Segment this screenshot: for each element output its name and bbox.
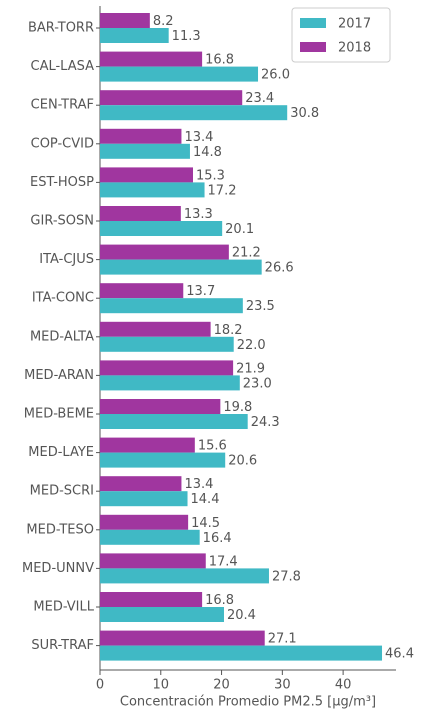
x-tick-label: 40 <box>335 678 352 693</box>
value-label: 13.7 <box>186 284 215 299</box>
value-label: 14.5 <box>191 516 220 531</box>
bar <box>100 244 229 260</box>
value-label: 21.2 <box>232 246 261 261</box>
bar <box>100 630 265 646</box>
value-label: 27.1 <box>268 632 297 647</box>
y-tick-label: MED-SCRI <box>30 484 94 499</box>
bar <box>100 399 221 414</box>
value-label: 14.8 <box>193 145 222 160</box>
bar <box>100 568 269 584</box>
value-label: 18.2 <box>214 323 243 338</box>
y-tick-label: MED-ARAN <box>24 368 94 383</box>
value-label: 17.4 <box>209 554 238 569</box>
value-label: 24.3 <box>251 415 280 430</box>
value-label: 13.4 <box>184 477 213 492</box>
bar <box>100 491 188 507</box>
legend-label: 2018 <box>338 41 371 56</box>
bar <box>100 592 203 607</box>
y-tick-label: ITA-CONC <box>32 291 94 306</box>
bar <box>100 645 383 661</box>
bar <box>100 321 211 337</box>
value-label: 23.4 <box>245 91 274 106</box>
value-label: 16.8 <box>205 53 234 68</box>
y-tick-label: MED-BEME <box>24 407 94 422</box>
bar <box>100 437 195 453</box>
y-tick-label: SUR-TRAF <box>31 638 94 653</box>
value-label: 20.4 <box>227 608 256 623</box>
value-label: 26.0 <box>261 68 290 83</box>
value-label: 23.5 <box>246 299 275 314</box>
bar <box>100 182 205 198</box>
value-label: 46.4 <box>385 647 414 662</box>
value-label: 13.4 <box>184 130 213 145</box>
x-axis-label: Concentración Promedio PM2.5 [μg/m³] <box>120 695 376 710</box>
bar <box>100 529 200 545</box>
bar <box>100 167 193 183</box>
value-label: 20.6 <box>228 454 257 469</box>
x-tick-label: 10 <box>153 678 170 693</box>
bar <box>100 51 203 67</box>
bar <box>100 375 240 391</box>
value-label: 21.9 <box>236 361 265 376</box>
value-label: 16.8 <box>205 593 234 608</box>
bar <box>100 143 190 159</box>
y-tick-label: CAL-LASA <box>31 59 95 74</box>
bar <box>100 452 226 468</box>
x-tick-label: 0 <box>96 678 104 693</box>
y-tick-label: MED-TESO <box>26 522 94 537</box>
value-label: 27.8 <box>272 569 301 584</box>
y-tick-label: ITA-CJUS <box>39 252 94 267</box>
bar <box>100 414 248 429</box>
value-label: 15.6 <box>198 439 227 454</box>
value-label: 30.8 <box>290 106 319 121</box>
value-label: 23.0 <box>243 376 272 391</box>
y-tick-label: CEN-TRAF <box>31 98 94 113</box>
bar <box>100 514 189 530</box>
legend-label: 2017 <box>338 17 371 32</box>
value-label: 11.3 <box>172 29 201 44</box>
value-label: 17.2 <box>208 183 237 198</box>
bar <box>100 283 184 299</box>
y-tick-label: MED-UNNV <box>22 561 94 576</box>
y-tick-label: MED-VILL <box>33 600 94 615</box>
value-label: 22.0 <box>237 338 266 353</box>
y-tick-label: MED-LAYE <box>28 445 94 460</box>
y-tick-label: BAR-TORR <box>28 21 94 36</box>
bar <box>100 13 150 28</box>
bar <box>100 476 182 492</box>
bar <box>100 128 182 144</box>
x-tick-label: 20 <box>213 678 230 693</box>
bar <box>100 607 224 622</box>
bar <box>100 553 206 569</box>
legend-swatch <box>300 42 326 52</box>
y-tick-label: MED-ALTA <box>30 329 94 344</box>
bar <box>100 360 234 376</box>
value-label: 8.2 <box>153 14 174 29</box>
value-label: 26.6 <box>265 261 294 276</box>
bar <box>100 259 262 275</box>
value-label: 14.4 <box>191 492 220 507</box>
bar <box>100 28 169 43</box>
value-label: 20.1 <box>225 222 254 237</box>
bar <box>100 298 243 314</box>
x-tick-label: 30 <box>274 678 291 693</box>
bar <box>100 90 243 106</box>
bar <box>100 105 288 121</box>
bar <box>100 206 181 221</box>
bar <box>100 336 234 352</box>
legend-swatch <box>300 18 326 28</box>
value-label: 15.3 <box>196 168 225 183</box>
y-tick-label: COP-CVID <box>31 136 94 151</box>
y-tick-label: GIR-SOSN <box>30 214 94 229</box>
bar <box>100 66 259 82</box>
bar <box>100 221 223 236</box>
value-label: 16.4 <box>203 531 232 546</box>
value-label: 19.8 <box>223 400 252 415</box>
y-tick-label: EST-HOSP <box>30 175 94 190</box>
value-label: 13.3 <box>184 207 213 222</box>
